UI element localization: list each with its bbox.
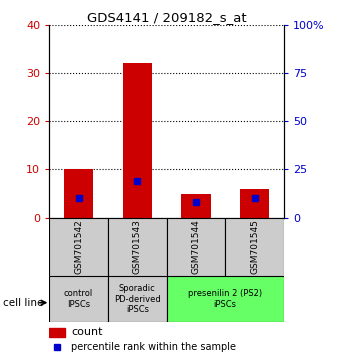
Text: presenilin 2 (PS2)
iPSCs: presenilin 2 (PS2) iPSCs	[188, 290, 262, 309]
Text: percentile rank within the sample: percentile rank within the sample	[71, 342, 236, 352]
Bar	[108, 276, 167, 322]
Text: count: count	[71, 327, 103, 337]
Text: cell line: cell line	[3, 298, 44, 308]
Bar	[181, 194, 210, 218]
Text: GSM701542: GSM701542	[74, 219, 83, 274]
Text: GSM701543: GSM701543	[133, 219, 142, 274]
Title: GDS4141 / 209182_s_at: GDS4141 / 209182_s_at	[87, 11, 246, 24]
Text: GSM701545: GSM701545	[250, 219, 259, 274]
Bar	[108, 218, 167, 276]
Text: Sporadic
PD-derived
iPSCs: Sporadic PD-derived iPSCs	[114, 284, 160, 314]
Bar	[49, 276, 108, 322]
Bar	[167, 218, 225, 276]
Bar	[64, 170, 93, 218]
Bar	[49, 327, 65, 337]
Bar	[49, 218, 108, 276]
Text: control
IPSCs: control IPSCs	[64, 290, 93, 309]
Text: GSM701544: GSM701544	[191, 219, 200, 274]
Bar	[123, 63, 152, 218]
Bar	[225, 218, 284, 276]
Bar	[240, 189, 269, 218]
Bar	[167, 276, 284, 322]
